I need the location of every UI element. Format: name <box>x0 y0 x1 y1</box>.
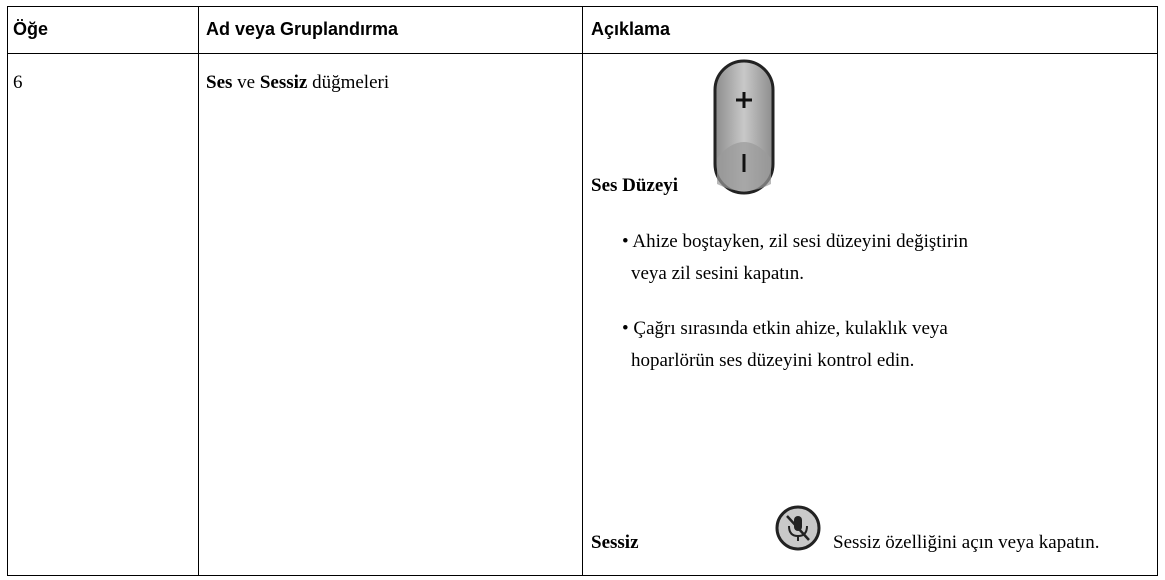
text: hoparlörün ses düzeyini kontrol edin. <box>631 350 915 371</box>
bullet: • Çağrı sırasında etkin ahize, kulaklık … <box>622 318 948 339</box>
border <box>7 6 8 576</box>
text: veya zil sesini kapatın. <box>631 263 805 284</box>
header-cell: Açıklama <box>591 19 671 39</box>
volume-button-icon <box>713 59 775 195</box>
text: Sessiz özelliğini açın veya kapatın. <box>833 532 1100 553</box>
item-cell: 6 <box>13 72 23 93</box>
label: Ses Düzeyi <box>591 175 679 196</box>
border <box>198 6 199 576</box>
text: Çağrı sırasında etkin ahize, kulaklık ve… <box>633 318 948 339</box>
header-cell: Ad veya Gruplandırma <box>206 19 399 39</box>
name-cell: Ses ve Sessiz düğmeleri <box>206 72 389 94</box>
text: Ahize boştayken, zil sesi düzeyini değiş… <box>632 231 968 252</box>
mute-icon <box>775 505 821 551</box>
label: Sessiz <box>591 532 639 553</box>
border <box>582 6 583 576</box>
text: ve <box>237 72 256 93</box>
border <box>1157 6 1158 576</box>
bold-text: Sessiz <box>259 72 308 93</box>
bullet: • Ahize boştayken, zil sesi düzeyini değ… <box>622 231 968 252</box>
header-cell: Öğe <box>13 19 49 39</box>
text: düğmeleri <box>312 72 390 93</box>
bold-text: Ses <box>206 72 233 93</box>
